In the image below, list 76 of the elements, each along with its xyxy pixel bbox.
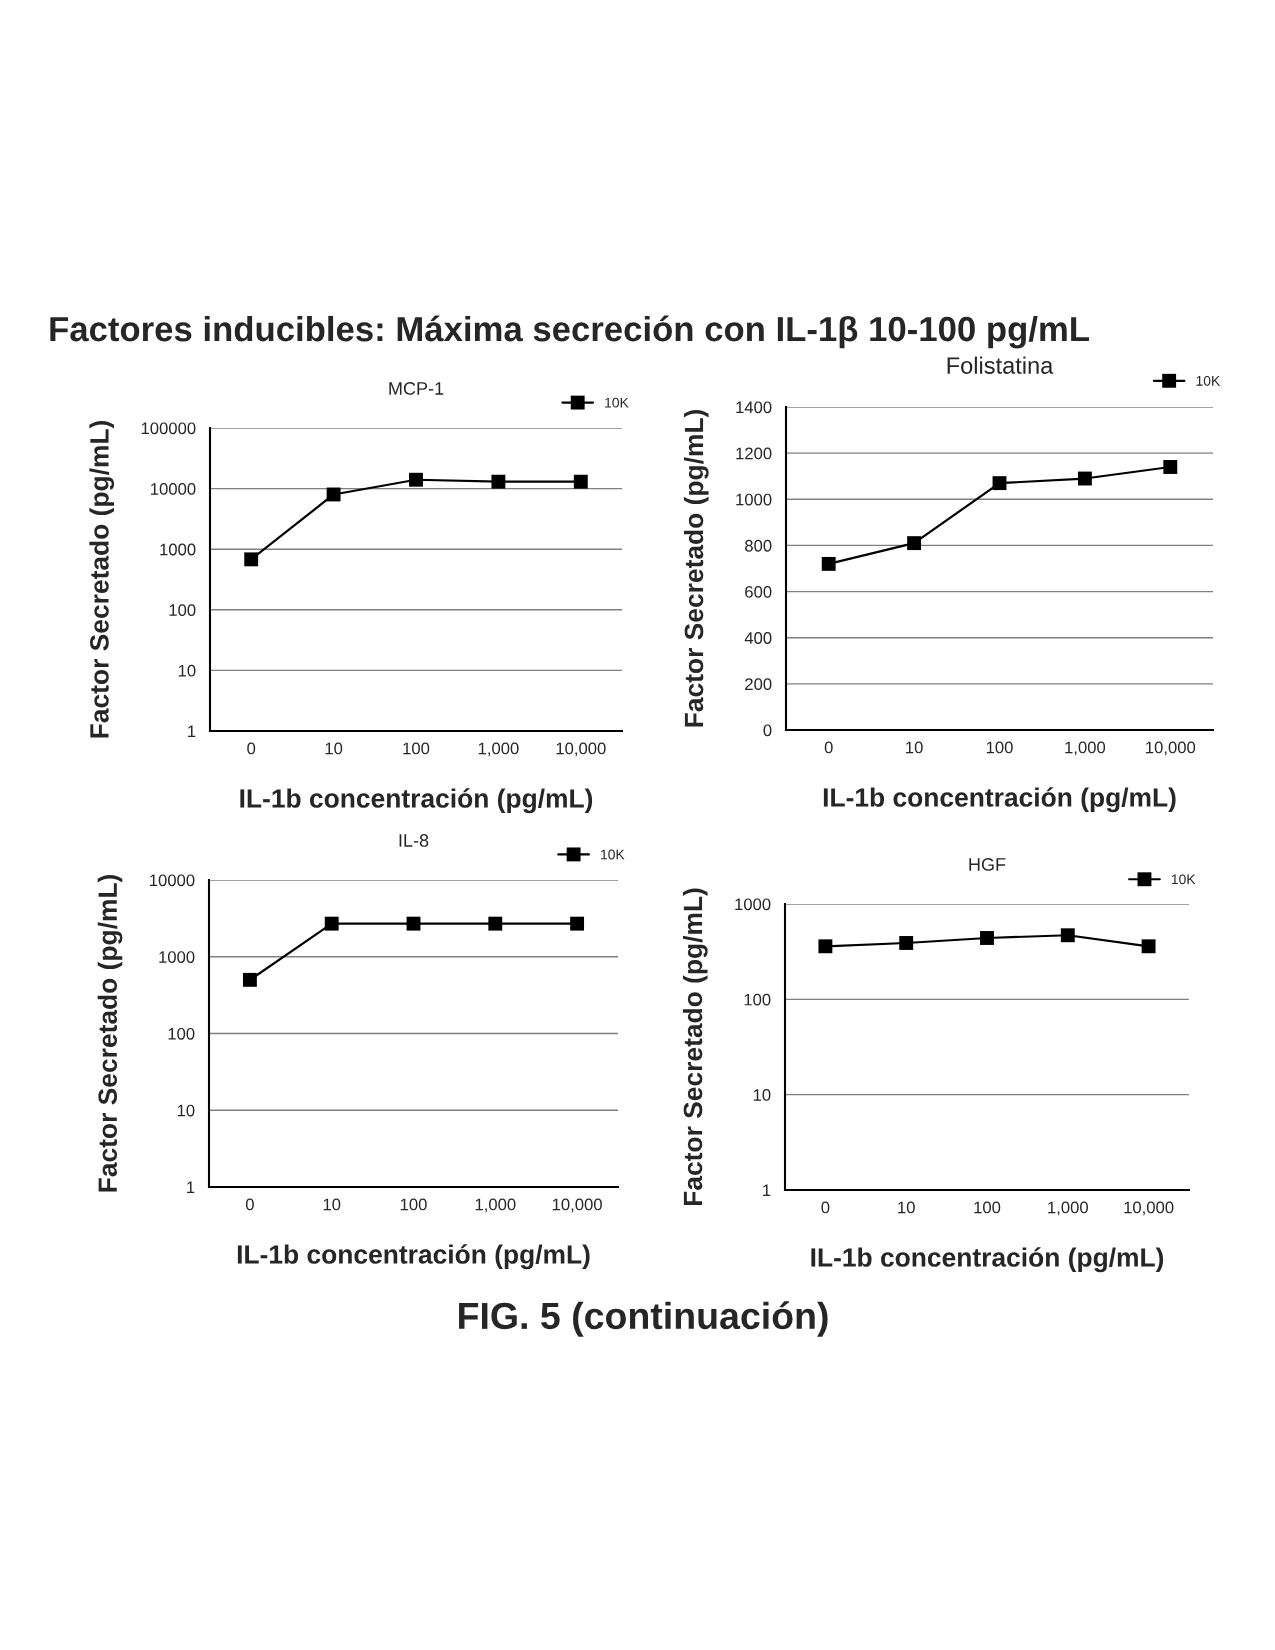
y-tick-label: 100 (168, 1027, 195, 1040)
y-tick-label: 1000 (159, 951, 195, 963)
point (326, 487, 341, 502)
y-tick-label: 100 (744, 993, 771, 1006)
y-tick-label: 1 (188, 725, 196, 738)
x-tick-label: 10,000 (1146, 741, 1196, 756)
x-tick-label: 100 (403, 742, 430, 755)
y-axis-title: Factor Secretado (pg/mL) (89, 420, 115, 738)
x-tick-label: 0 (824, 741, 833, 754)
y-tick-label: 10 (177, 1104, 195, 1117)
y-tick-label: 600 (745, 585, 772, 598)
y-axis-title: Factor Secretado (pg/mL) (97, 874, 123, 1192)
y-tick-label: 800 (745, 539, 772, 552)
point (573, 474, 588, 489)
chart-title: HGF (969, 858, 1006, 871)
y-tick-label: 100 (169, 604, 196, 616)
y-tick-label: 1 (187, 1181, 195, 1194)
caption: FIG. 5 (continuación) (459, 1301, 828, 1337)
point (1077, 471, 1092, 486)
text: Factores inducibles: Máxima secreción con IL-1β 10-100 pg/mL (50, 315, 1089, 349)
x-axis-title: IL-1b concentración (pg/mL) (823, 787, 1176, 813)
x-tick-label: 100 (986, 741, 1013, 754)
y-tick-label: 100000 (141, 422, 196, 435)
point (899, 936, 914, 950)
point (1163, 460, 1178, 474)
y-tick-label: 1 (763, 1184, 771, 1197)
x-tick-label: 10 (898, 1201, 915, 1214)
x-tick-label: 1,000 (1065, 741, 1106, 756)
y-tick-label: 1400 (736, 401, 772, 414)
y-tick-label: 400 (744, 632, 772, 644)
x-tick-label: 0 (247, 742, 256, 755)
y-tick-label: 1200 (736, 447, 772, 460)
y-tick-label: 10 (753, 1089, 771, 1101)
x-tick-label: 10 (325, 742, 343, 755)
x-tick-label: 10,000 (556, 742, 606, 757)
x-axis-title: IL-1b concentración (pg/mL) (811, 1247, 1164, 1273)
point (992, 476, 1007, 491)
y-tick-label: 1000 (735, 898, 771, 911)
legend-label: 10K (1196, 375, 1221, 386)
x-tick-label: 0 (245, 1198, 254, 1211)
y-axis-title: Factor Secretado (pg/mL) (682, 888, 708, 1206)
y-tick-label: 10000 (150, 874, 195, 887)
chart-title: MCP-1 (389, 382, 444, 395)
y-tick-label: 10000 (151, 483, 196, 495)
x-tick-label: 1,000 (1048, 1201, 1088, 1216)
x-tick-label: 100 (400, 1198, 427, 1211)
y-tick-label: 0 (763, 724, 772, 737)
y-tick-label: 1000 (736, 493, 772, 506)
point (491, 474, 506, 489)
point (818, 939, 833, 954)
x-tick-label: 10 (906, 741, 923, 754)
x-tick-label: 0 (821, 1201, 830, 1214)
x-tick-label: 100 (974, 1201, 1001, 1214)
chart-title: IL-8 (399, 834, 429, 847)
x-axis-title: IL-1b concentración (pg/mL) (240, 788, 593, 814)
point (244, 552, 259, 567)
point (409, 472, 423, 487)
point (907, 536, 922, 551)
x-tick-label: 10 (323, 1198, 341, 1211)
x-axis-title: IL-1b concentración (pg/mL) (237, 1244, 590, 1270)
y-tick-label: 1000 (160, 543, 196, 556)
legend-label: 10K (601, 849, 625, 860)
point (821, 556, 836, 571)
y-tick-label: 10 (178, 664, 196, 677)
legend-label: 10K (1171, 874, 1196, 885)
x-tick-label: 1,000 (478, 742, 519, 757)
x-tick-label: 10,000 (552, 1198, 602, 1213)
point (1141, 939, 1156, 954)
x-tick-label: 1,000 (475, 1198, 516, 1213)
y-axis-title: Factor Secretado (pg/mL) (683, 409, 709, 727)
point (1060, 928, 1075, 943)
point (980, 931, 994, 945)
chart-title: Folistatina (947, 356, 1054, 374)
x-tick-label: 10,000 (1124, 1201, 1174, 1216)
y-tick-label: 200 (745, 678, 772, 691)
legend-label: 10K (605, 397, 629, 408)
